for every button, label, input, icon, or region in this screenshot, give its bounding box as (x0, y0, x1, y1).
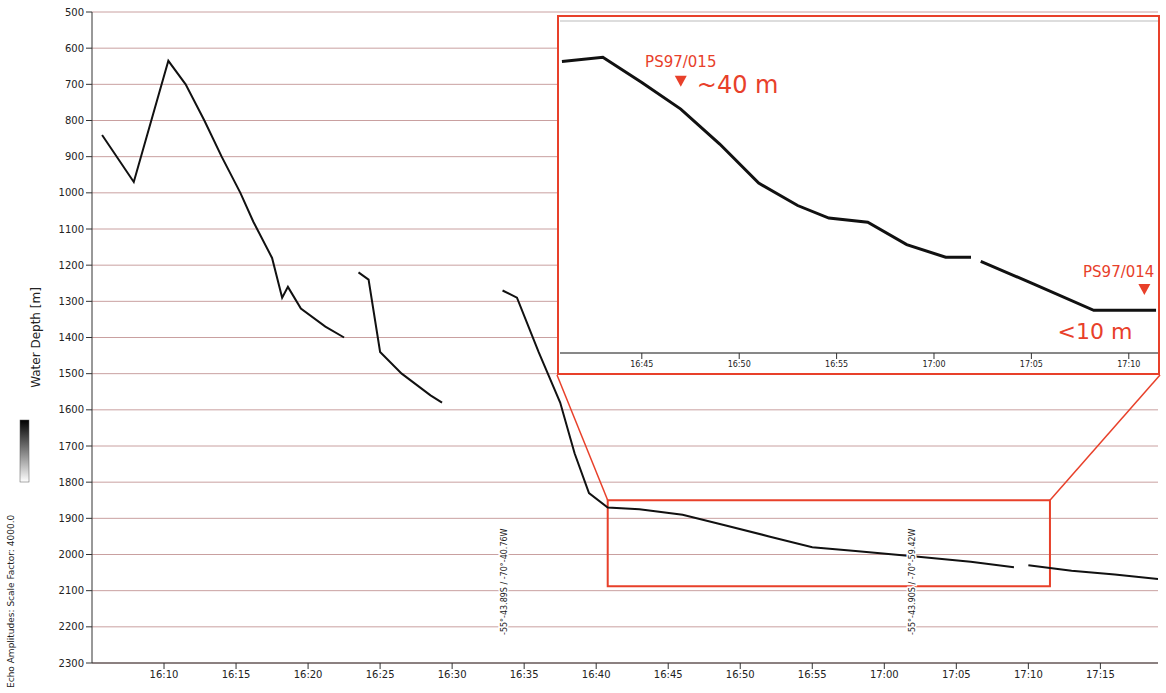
svg-text:PS97/014: PS97/014 (1083, 263, 1154, 281)
svg-text:17:10: 17:10 (1014, 669, 1043, 680)
svg-text:<10 m: <10 m (1058, 319, 1133, 344)
svg-text:16:25: 16:25 (366, 669, 395, 680)
svg-text:16:55: 16:55 (825, 360, 848, 369)
svg-text:1700: 1700 (59, 441, 84, 452)
svg-text:1200: 1200 (59, 260, 84, 271)
svg-text:1000: 1000 (59, 187, 84, 198)
svg-text:1800: 1800 (59, 477, 84, 488)
svg-text:2300: 2300 (59, 658, 84, 669)
svg-text:17:05: 17:05 (942, 669, 971, 680)
svg-text:16:50: 16:50 (728, 360, 751, 369)
svg-text:16:15: 16:15 (222, 669, 251, 680)
svg-text:1900: 1900 (59, 513, 84, 524)
svg-text:2100: 2100 (59, 585, 84, 596)
svg-text:-55°-43.89S / -70°-40.76W: -55°-43.89S / -70°-40.76W (500, 528, 509, 635)
svg-text:17:15: 17:15 (1086, 669, 1115, 680)
svg-text:1400: 1400 (59, 332, 84, 343)
svg-text:700: 700 (65, 79, 84, 90)
svg-text:16:50: 16:50 (726, 669, 755, 680)
svg-text:16:10: 16:10 (150, 669, 179, 680)
svg-text:1500: 1500 (59, 368, 84, 379)
svg-text:16:45: 16:45 (630, 360, 653, 369)
svg-text:16:30: 16:30 (438, 669, 467, 680)
svg-text:17:00: 17:00 (870, 669, 899, 680)
svg-text:17:05: 17:05 (1020, 360, 1043, 369)
svg-text:~40 m: ~40 m (697, 71, 779, 99)
svg-text:800: 800 (65, 115, 84, 126)
svg-text:Water Depth [m]: Water Depth [m] (29, 287, 43, 388)
svg-text:16:20: 16:20 (294, 669, 323, 680)
svg-text:Echo Amplitudes: Scale Factor:: Echo Amplitudes: Scale Factor: 4000.0 (6, 514, 16, 688)
svg-text:1600: 1600 (59, 404, 84, 415)
svg-text:-55°-43.90S / -70°-59.42W: -55°-43.90S / -70°-59.42W (908, 528, 917, 635)
svg-text:2200: 2200 (59, 621, 84, 632)
svg-text:900: 900 (65, 151, 84, 162)
svg-text:1300: 1300 (59, 296, 84, 307)
svg-text:PS97/015: PS97/015 (645, 53, 716, 71)
svg-text:16:55: 16:55 (798, 669, 827, 680)
svg-text:16:40: 16:40 (582, 669, 611, 680)
svg-text:17:10: 17:10 (1117, 360, 1140, 369)
svg-text:500: 500 (65, 7, 84, 18)
svg-text:17:00: 17:00 (922, 360, 945, 369)
svg-text:16:45: 16:45 (654, 669, 683, 680)
svg-text:2000: 2000 (59, 549, 84, 560)
svg-text:16:35: 16:35 (510, 669, 539, 680)
svg-text:600: 600 (65, 43, 84, 54)
svg-text:1100: 1100 (59, 224, 84, 235)
